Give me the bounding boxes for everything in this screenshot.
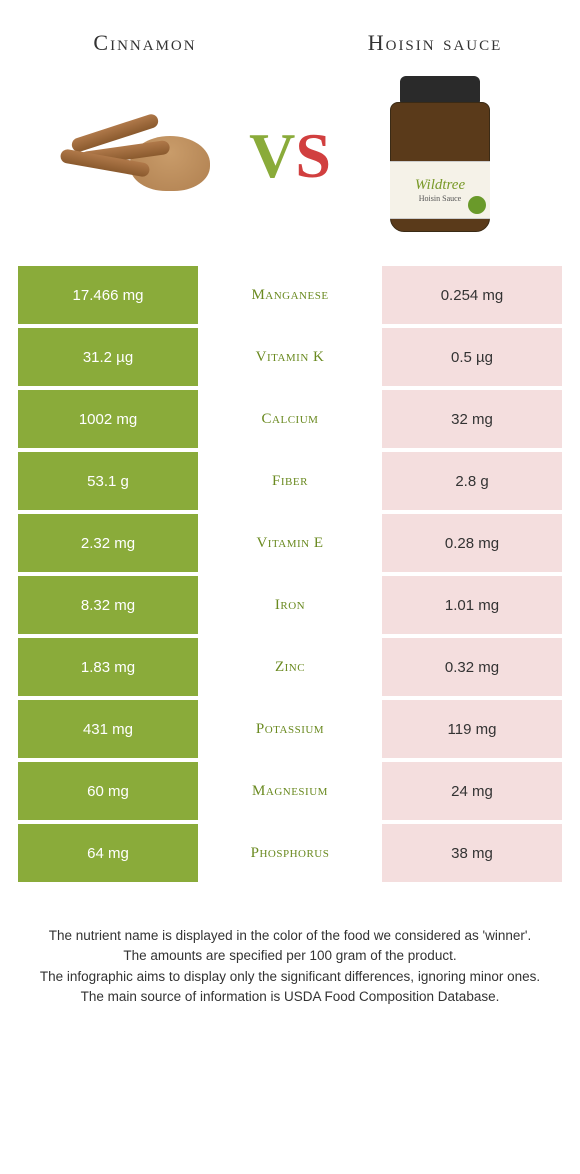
right-value: 32 mg: [382, 390, 562, 448]
right-value: 119 mg: [382, 700, 562, 758]
table-row: 8.32 mgIron1.01 mg: [18, 576, 562, 634]
table-row: 17.466 mgManganese0.254 mg: [18, 266, 562, 324]
footer-line: The amounts are specified per 100 gram o…: [30, 946, 550, 966]
table-row: 2.32 mgVitamin E0.28 mg: [18, 514, 562, 572]
nutrient-name: Potassium: [198, 700, 382, 758]
images-row: VS Wildtree Hoisin Sauce: [0, 66, 580, 266]
footer-line: The infographic aims to display only the…: [30, 967, 550, 987]
nutrient-name: Vitamin K: [198, 328, 382, 386]
left-value: 17.466 mg: [18, 266, 198, 324]
table-row: 431 mgPotassium119 mg: [18, 700, 562, 758]
left-value: 53.1 g: [18, 452, 198, 510]
food-right-title: Hoisin sauce: [330, 30, 540, 56]
footer-line: The nutrient name is displayed in the co…: [30, 926, 550, 946]
footer-line: The main source of information is USDA F…: [30, 987, 550, 1007]
right-value: 38 mg: [382, 824, 562, 882]
table-row: 64 mgPhosphorus38 mg: [18, 824, 562, 882]
right-value: 0.254 mg: [382, 266, 562, 324]
left-value: 431 mg: [18, 700, 198, 758]
organic-badge-icon: [468, 196, 486, 214]
cinnamon-icon: [60, 96, 220, 216]
food-left-image: [40, 76, 240, 236]
left-value: 31.2 µg: [18, 328, 198, 386]
nutrient-name: Manganese: [198, 266, 382, 324]
nutrient-name: Phosphorus: [198, 824, 382, 882]
table-row: 31.2 µgVitamin K0.5 µg: [18, 328, 562, 386]
table-row: 53.1 gFiber2.8 g: [18, 452, 562, 510]
right-value: 0.5 µg: [382, 328, 562, 386]
left-value: 1002 mg: [18, 390, 198, 448]
left-value: 8.32 mg: [18, 576, 198, 634]
header: Cinnamon Hoisin sauce: [0, 0, 580, 66]
nutrient-name: Vitamin E: [198, 514, 382, 572]
jar-sublabel: Hoisin Sauce: [419, 194, 461, 203]
nutrient-name: Calcium: [198, 390, 382, 448]
table-row: 60 mgMagnesium24 mg: [18, 762, 562, 820]
nutrient-name: Zinc: [198, 638, 382, 696]
right-value: 0.32 mg: [382, 638, 562, 696]
right-value: 1.01 mg: [382, 576, 562, 634]
right-value: 0.28 mg: [382, 514, 562, 572]
food-right-image: Wildtree Hoisin Sauce: [340, 76, 540, 236]
left-value: 1.83 mg: [18, 638, 198, 696]
food-left-title: Cinnamon: [40, 30, 250, 56]
jar-brand: Wildtree: [415, 177, 465, 194]
left-value: 60 mg: [18, 762, 198, 820]
nutrient-name: Fiber: [198, 452, 382, 510]
table-row: 1002 mgCalcium32 mg: [18, 390, 562, 448]
nutrient-table: 17.466 mgManganese0.254 mg31.2 µgVitamin…: [0, 266, 580, 882]
jar-icon: Wildtree Hoisin Sauce: [380, 76, 500, 236]
nutrient-name: Magnesium: [198, 762, 382, 820]
vs-s: S: [295, 120, 331, 191]
left-value: 2.32 mg: [18, 514, 198, 572]
vs-v: V: [249, 120, 295, 191]
right-value: 2.8 g: [382, 452, 562, 510]
nutrient-name: Iron: [198, 576, 382, 634]
footer-notes: The nutrient name is displayed in the co…: [0, 886, 580, 1027]
left-value: 64 mg: [18, 824, 198, 882]
right-value: 24 mg: [382, 762, 562, 820]
table-row: 1.83 mgZinc0.32 mg: [18, 638, 562, 696]
vs-label: VS: [240, 119, 340, 193]
